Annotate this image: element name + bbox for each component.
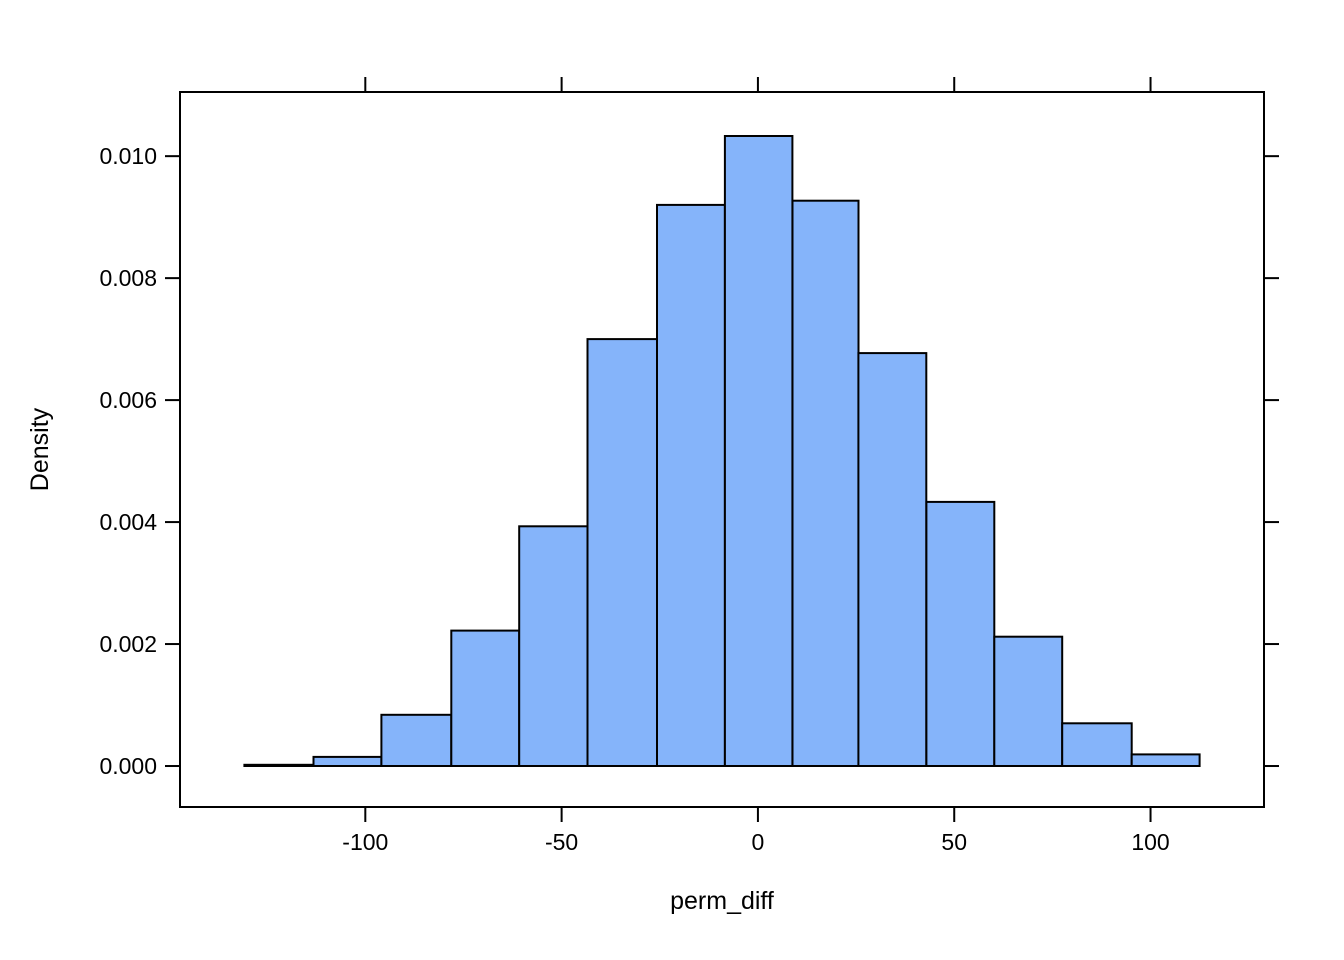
- y-tick-label: 0.006: [99, 387, 157, 413]
- plot-border: [179, 91, 1265, 808]
- histogram-bar: [857, 352, 928, 767]
- x-tick-label: 0: [752, 829, 765, 855]
- histogram-bar: [518, 525, 589, 767]
- histogram-bar: [791, 199, 860, 767]
- y-tick-label: 0.002: [99, 631, 157, 657]
- histogram-bar: [380, 713, 453, 767]
- histogram-bar: [1061, 722, 1133, 767]
- bars-layer: [243, 135, 1201, 768]
- histogram-bar: [1130, 753, 1201, 768]
- y-axis-title: Density: [26, 407, 54, 491]
- ticks-layer: [165, 77, 1279, 822]
- histogram-bar: [450, 629, 521, 767]
- histogram-bar: [586, 338, 658, 767]
- histogram-bar: [925, 500, 996, 767]
- x-tick-label: 50: [941, 829, 967, 855]
- y-tick-label: 0.004: [99, 509, 157, 535]
- histogram-bar: [656, 203, 726, 767]
- x-axis-title: perm_diff: [670, 887, 774, 915]
- histogram-bar: [243, 763, 315, 767]
- tick-labels-layer: -100 -50 0 50 100 0.000 0.002 0.004 0.006 0.008 0.…: [99, 143, 1169, 855]
- histogram-bar: [993, 635, 1064, 768]
- y-tick-label: 0.000: [99, 753, 157, 779]
- y-tick-label: 0.008: [99, 265, 157, 291]
- x-tick-label: -100: [342, 829, 388, 855]
- y-tick-label: 0.010: [99, 143, 157, 169]
- x-tick-label: 100: [1131, 829, 1169, 855]
- histogram-bar: [723, 135, 794, 767]
- histogram-bar: [312, 755, 383, 768]
- x-tick-label: -50: [545, 829, 578, 855]
